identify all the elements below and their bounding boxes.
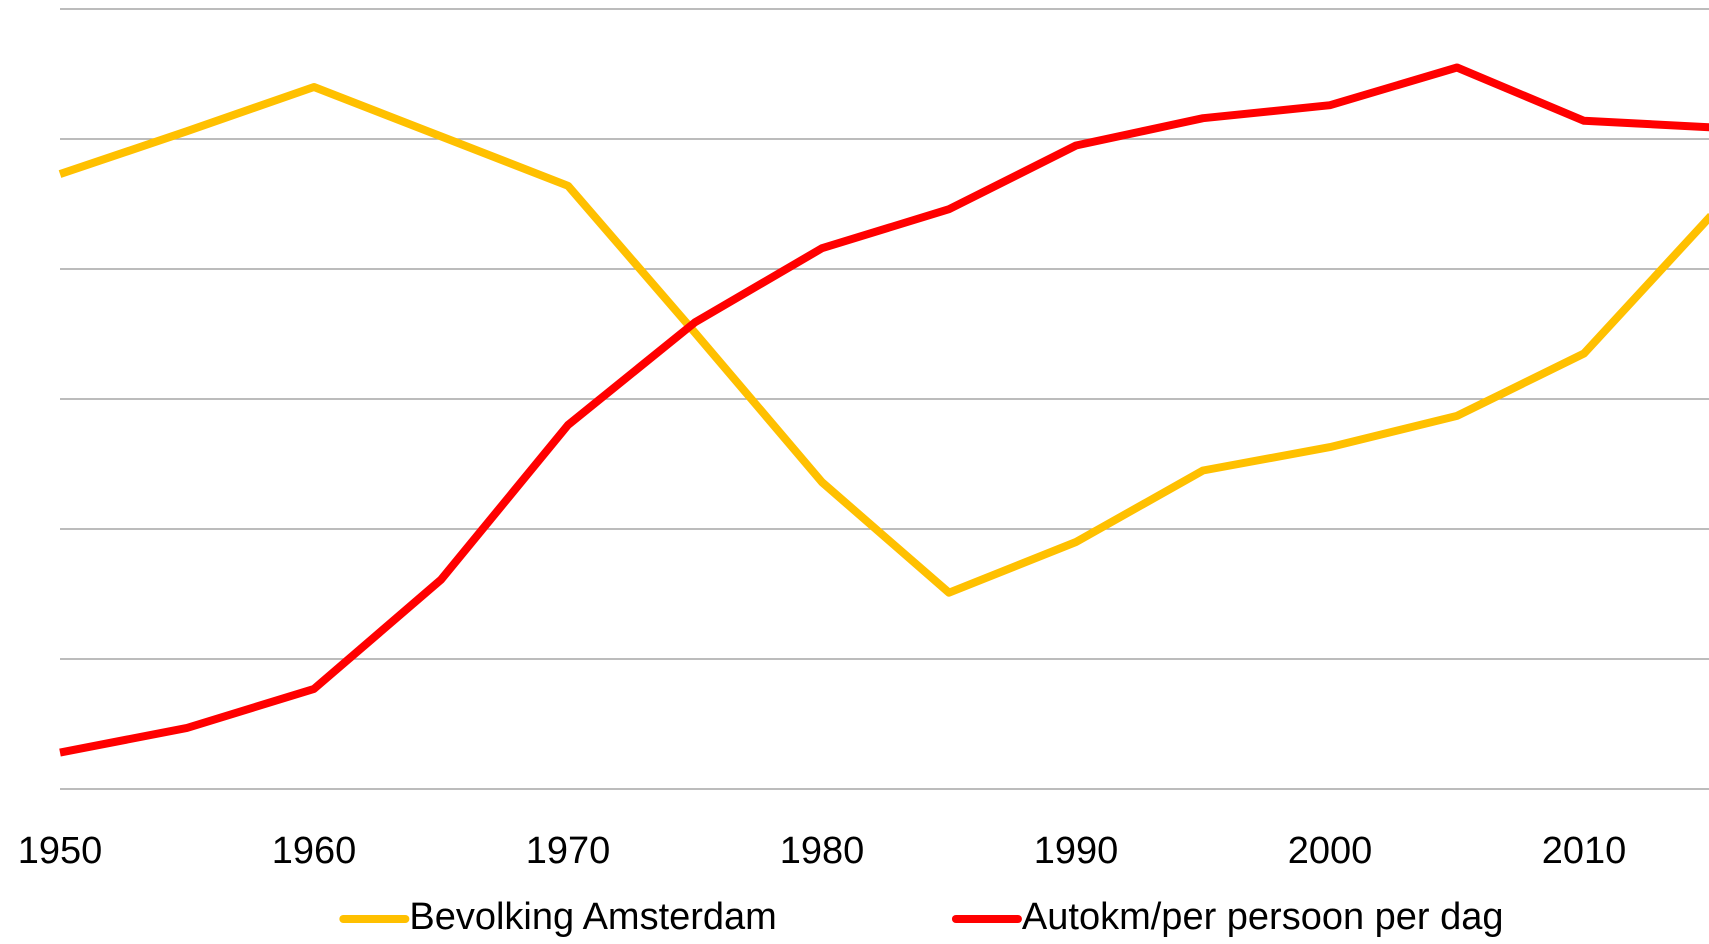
series-line	[58, 83, 1709, 597]
x-tick-label: 1990	[1034, 830, 1119, 872]
x-tick-label: 2010	[1542, 830, 1627, 872]
legend-label: Autokm/per persoon per dag	[1022, 896, 1504, 938]
legend-label: Bevolking Amsterdam	[409, 896, 776, 938]
series-line	[59, 63, 1709, 757]
x-tick-label: 1960	[272, 830, 357, 872]
x-tick-label: 1970	[526, 830, 611, 872]
x-tick-label: 1950	[18, 830, 103, 872]
x-tick-label: 1980	[780, 830, 865, 872]
x-tick-label: 2000	[1288, 830, 1373, 872]
